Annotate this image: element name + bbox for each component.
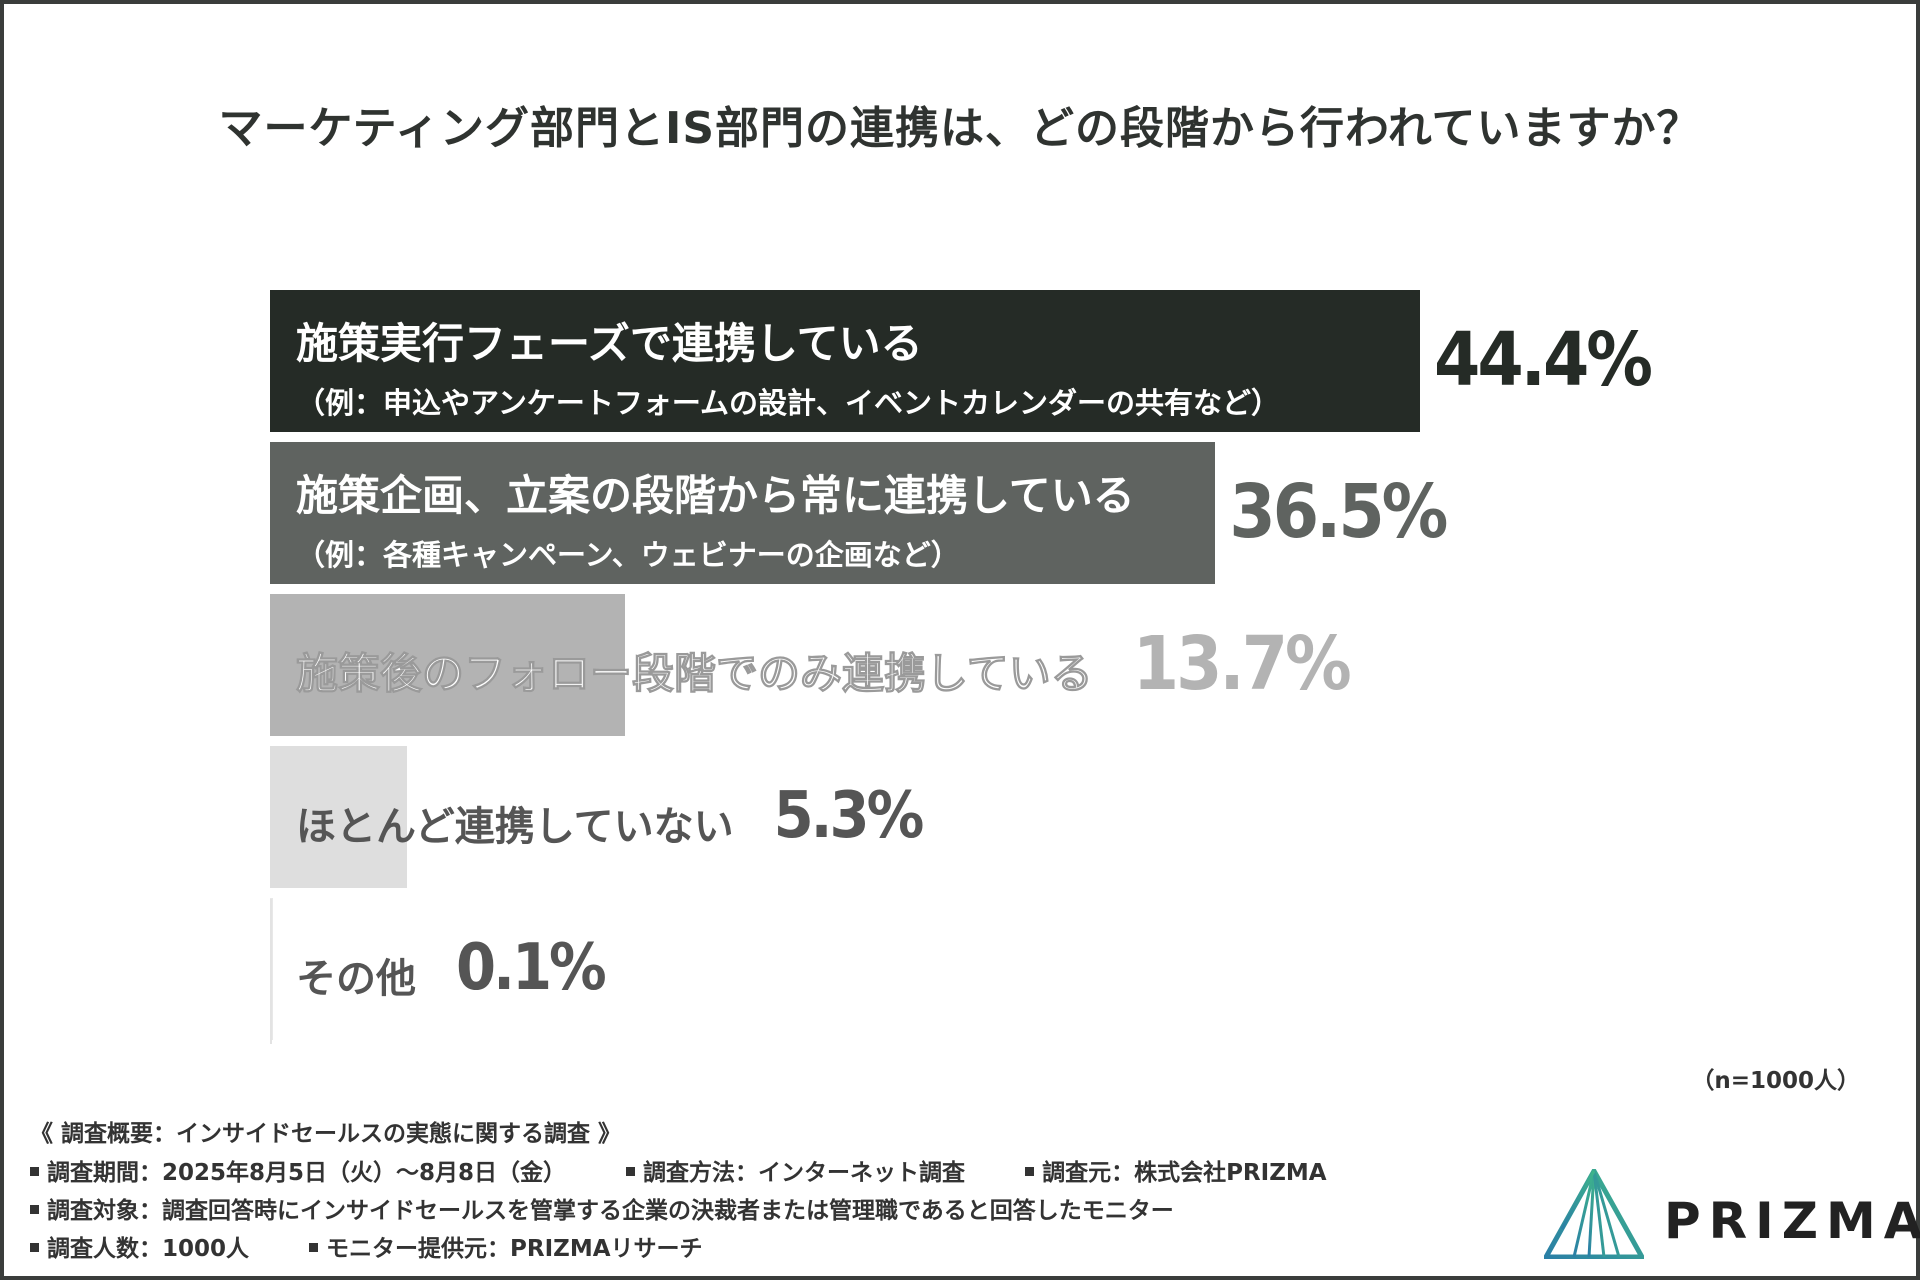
bullet-icon bbox=[30, 1205, 39, 1214]
bullet-icon bbox=[30, 1243, 39, 1252]
bar-2 bbox=[270, 594, 625, 736]
survey-heading: 《 調査概要：インサイドセールスの実態に関する調査 》 bbox=[30, 1121, 622, 1147]
survey-source: 調査元：株式会社PRIZMA bbox=[1042, 1160, 1327, 1186]
bullet-icon bbox=[1025, 1167, 1035, 1176]
bullet-icon bbox=[309, 1243, 319, 1252]
bar-1 bbox=[270, 442, 1216, 584]
bar-label-1: 施策企画、立案の段階から常に連携している bbox=[296, 471, 1135, 520]
bar-0 bbox=[270, 290, 1420, 432]
survey-panel: モニター提供元：PRIZMAリサーチ bbox=[326, 1236, 703, 1262]
axis-line bbox=[270, 899, 272, 1044]
value-label-1: 36.5% bbox=[1229, 468, 1448, 555]
survey-row-3: 調査人数：1000人 モニター提供元：PRIZMAリサーチ bbox=[30, 1229, 703, 1263]
value-label-2: 13.7% bbox=[1132, 620, 1352, 707]
survey-period: 調査期間：2025年8月5日（火）〜8月8日（金） bbox=[47, 1160, 567, 1186]
survey-row-2: 調査対象：調査回答時にインサイドセールスを管掌する企業の決裁者または管理職である… bbox=[30, 1191, 1174, 1225]
bar-sublabel-0: （例：申込やアンケートフォームの設計、イベントカレンダーの共有など） bbox=[296, 386, 1280, 420]
survey-row-1: 調査期間：2025年8月5日（火）〜8月8日（金） 調査方法：インターネット調査… bbox=[30, 1153, 1327, 1187]
survey-count: 調査人数：1000人 bbox=[47, 1236, 250, 1262]
bullet-icon bbox=[30, 1167, 39, 1176]
sample-size-note: （n=1000人） bbox=[1691, 1068, 1860, 1094]
bullet-icon bbox=[626, 1167, 636, 1176]
prizma-logo-icon bbox=[1544, 1169, 1644, 1259]
value-label-0: 44.4% bbox=[1434, 316, 1653, 403]
bar-label-4: その他 bbox=[296, 956, 416, 1002]
survey-target: 調査対象：調査回答時にインサイドセールスを管掌する企業の決裁者または管理職である… bbox=[47, 1198, 1174, 1224]
chart-canvas: マーケティング部門とIS部門の連携は、どの段階から行われていますか？ 施策実行フ… bbox=[4, 4, 1920, 1276]
brand-name: PRIZMA bbox=[1664, 1192, 1920, 1250]
bar-area: 施策実行フェーズで連携している （例：申込やアンケートフォームの設計、イベントカレ… bbox=[4, 4, 1916, 1064]
bar-label-2: 施策後のフォロー段階でのみ連携している bbox=[296, 649, 1094, 699]
bar-label-3: ほとんど連携していない bbox=[296, 804, 734, 850]
survey-method: 調査方法：インターネット調査 bbox=[643, 1160, 966, 1186]
bar-3 bbox=[270, 746, 408, 888]
bar-label-0: 施策実行フェーズで連携している bbox=[296, 319, 923, 368]
value-label-3: 5.3% bbox=[773, 778, 925, 853]
value-label-4: 0.1% bbox=[456, 930, 607, 1005]
chart-title: マーケティング部門とIS部門の連携は、どの段階から行われていますか？ bbox=[218, 103, 1702, 154]
bar-sublabel-1: （例：各種キャンペーン、ウェビナーの企画など） bbox=[296, 538, 960, 572]
